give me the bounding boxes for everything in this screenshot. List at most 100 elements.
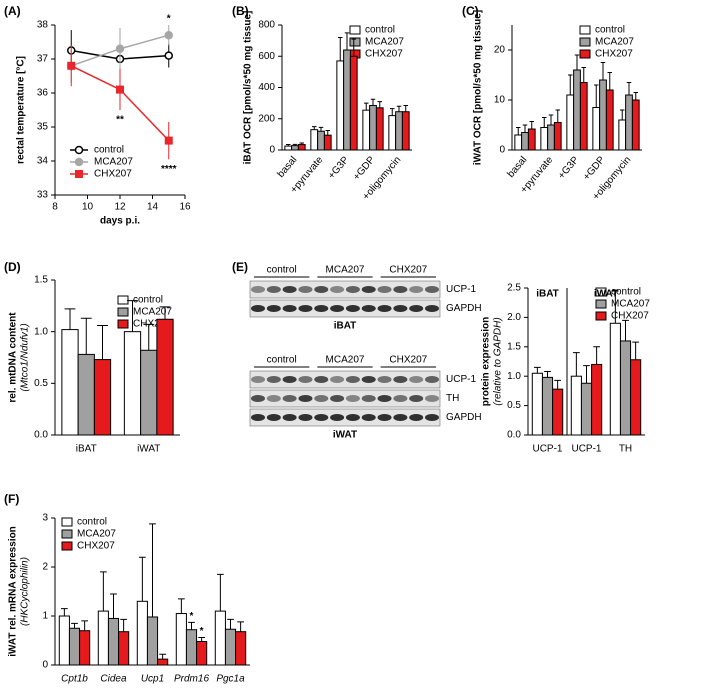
legend-swatch	[61, 529, 73, 539]
y-tick-label: 34	[37, 156, 49, 167]
blot-band	[377, 414, 392, 421]
legend-label: MCA207	[611, 299, 650, 310]
panel-label: (C)	[462, 4, 479, 18]
legend-swatch	[595, 287, 607, 297]
legend-swatch	[61, 541, 73, 551]
blot-band	[282, 414, 297, 421]
error-bar	[633, 92, 639, 100]
bar	[625, 94, 633, 151]
error-bar	[622, 319, 629, 341]
bar	[297, 144, 306, 151]
error-bar	[529, 121, 535, 129]
bar	[93, 359, 112, 436]
bar	[570, 375, 582, 436]
legend-marker	[75, 170, 83, 178]
blot-band	[345, 414, 360, 421]
blot-row-label: GAPDH	[446, 412, 482, 423]
bar	[336, 60, 345, 151]
blot-band	[377, 376, 392, 383]
x-tick-label: Cpt1b	[61, 674, 88, 685]
blot-band	[330, 395, 345, 402]
error-bar	[188, 621, 195, 630]
error-bar	[216, 573, 224, 612]
x-tick-label: +G3P	[326, 154, 351, 181]
error-bar	[593, 84, 599, 108]
y-tick-label: 2	[42, 562, 48, 573]
error-bar	[377, 101, 383, 108]
error-bar	[403, 104, 409, 112]
y-axis-label: protein expression	[481, 317, 492, 406]
bar	[291, 145, 299, 151]
blot-band	[282, 376, 297, 383]
y-tick-label: 0	[42, 660, 48, 671]
blot-band	[345, 376, 360, 383]
bar	[185, 629, 198, 666]
x-tick-label: Cidea	[100, 674, 127, 685]
y-tick-label: 0.5	[507, 400, 521, 411]
x-tick-label: iBAT	[76, 444, 97, 455]
error-bar	[389, 108, 395, 116]
legend-swatch	[579, 37, 591, 47]
blot-band	[425, 414, 439, 421]
blot-band	[298, 305, 313, 312]
legend-label: MCA207	[77, 529, 116, 540]
error-bar	[325, 129, 331, 136]
error-bar	[60, 608, 68, 616]
legend-label: control	[133, 295, 163, 306]
y-tick-label: 38	[37, 20, 49, 31]
bar	[553, 122, 562, 151]
blot-band	[345, 395, 360, 402]
bar	[531, 372, 543, 436]
legend-label: MCA207	[595, 37, 634, 48]
legend-marker	[74, 157, 84, 167]
error-bar	[522, 124, 528, 133]
blot-band	[330, 376, 345, 383]
blot-row-label: UCP-1	[446, 284, 476, 295]
legend-swatch	[579, 49, 591, 59]
y-tick-label: 0	[499, 145, 505, 156]
blot-band	[314, 376, 329, 383]
error-bar	[138, 556, 146, 602]
y-axis-label: iBAT OCR [pmol/s*50 mg tissue]	[243, 11, 254, 165]
error-bar	[344, 32, 350, 50]
blot-strip	[249, 389, 441, 408]
legend-swatch	[117, 319, 129, 329]
bar	[619, 340, 632, 436]
legend-swatch	[595, 299, 607, 309]
error-bar	[351, 38, 357, 57]
error-bar	[607, 72, 613, 90]
lane-group-label: control	[267, 355, 297, 366]
x-tick-label: Ucp1	[141, 674, 164, 685]
error-bar	[548, 114, 554, 125]
bar	[375, 107, 384, 151]
legend-swatch	[349, 37, 361, 47]
bar	[77, 353, 95, 436]
error-bar	[632, 341, 640, 360]
blot-band	[409, 376, 424, 383]
y-tick-label: 800	[258, 20, 275, 31]
legend-label: CHX207	[77, 541, 115, 552]
blot-band	[314, 286, 329, 293]
x-tick-label: basal	[506, 155, 530, 180]
bar	[349, 55, 358, 151]
bar	[175, 613, 187, 666]
bar	[592, 107, 601, 151]
marker	[67, 61, 76, 70]
x-tick-label: Pgc1a	[216, 674, 245, 685]
y-tick-label: 1.5	[34, 275, 48, 286]
lane-group-label: control	[267, 265, 297, 276]
bar	[97, 610, 109, 666]
blot-band	[361, 414, 376, 421]
error-bar	[127, 300, 138, 332]
bar	[214, 610, 226, 666]
y-tick-label: 1.0	[34, 326, 48, 337]
bar	[317, 130, 325, 151]
error-bar	[555, 109, 561, 123]
error-bar	[554, 379, 562, 390]
blot-band	[393, 414, 408, 421]
bar	[401, 111, 410, 151]
legend-swatch	[579, 25, 591, 35]
bar	[599, 79, 607, 151]
blot-band	[251, 376, 265, 383]
